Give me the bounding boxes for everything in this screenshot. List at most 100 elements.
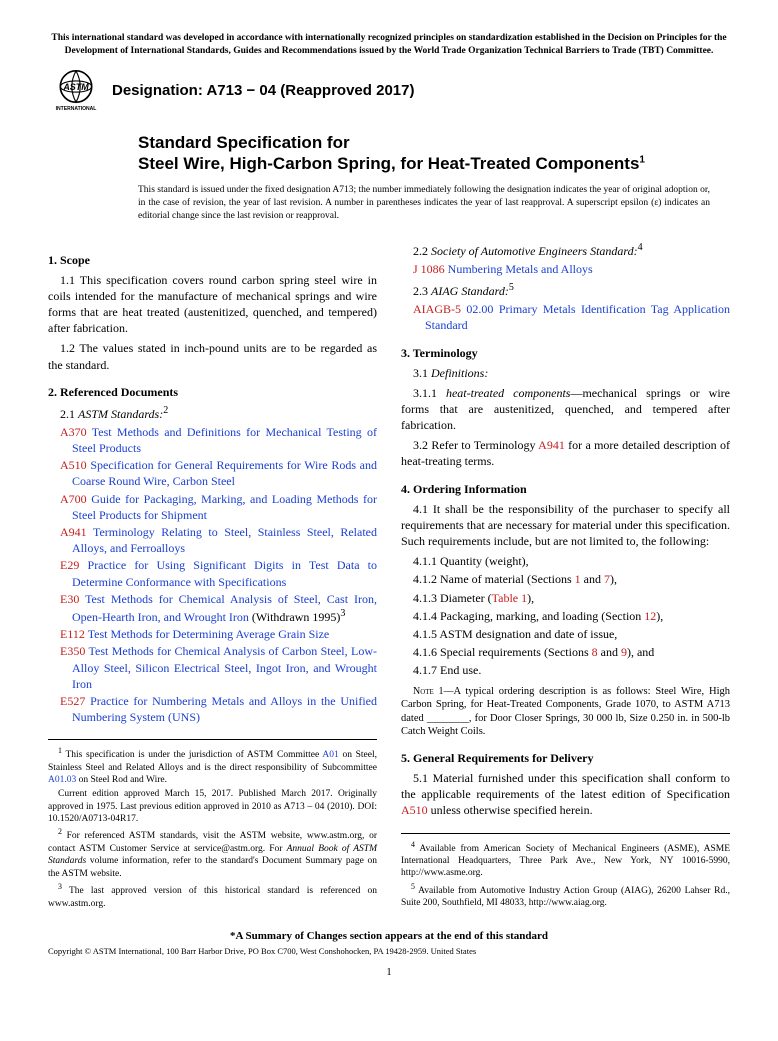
footnote-1-para2: Current edition approved March 15, 2017.… (48, 788, 377, 825)
ref-a941-inline[interactable]: A941 (538, 438, 565, 452)
ref-section-12[interactable]: 12 (644, 609, 656, 623)
astm-ref-item: A700 Guide for Packaging, Marking, and L… (60, 491, 377, 523)
astm-ref-item: A370 Test Methods and Definitions for Me… (60, 424, 377, 456)
label-2-2: 2.2 (413, 244, 431, 258)
section-3-heading: 3. Terminology (401, 346, 730, 361)
astm-ref-item: E350 Test Methods for Chemical Analysis … (60, 643, 377, 692)
copyright-line: Copyright © ASTM International, 100 Barr… (48, 946, 730, 956)
title-footnote-1: 1 (639, 154, 645, 165)
astm-ref-item: E30 Test Methods for Chemical Analysis o… (60, 591, 377, 625)
footnote-5: 5 Available from Automotive Industry Act… (401, 882, 730, 910)
right-column: 2.2 Society of Automotive Engineers Stan… (401, 241, 730, 912)
ref-suffix: (Withdrawn 1995) (249, 610, 341, 624)
para-3-1: 3.1 Definitions: (401, 365, 730, 381)
right-footnotes: 4 Available from American Society of Mec… (401, 833, 730, 910)
section-1-heading: 1. Scope (48, 253, 377, 268)
item-4-1-2: 4.1.2 Name of material (Sections 1 and 7… (413, 571, 730, 587)
ref-code[interactable]: E112 (60, 627, 85, 641)
ref-a510-inline[interactable]: A510 (401, 803, 428, 817)
footnote-ref-5: 5 (509, 282, 514, 293)
tbt-committee-note: This international standard was develope… (48, 32, 730, 58)
astm-ref-item: E527 Practice for Numbering Metals and A… (60, 693, 377, 725)
page-number: 1 (48, 966, 730, 978)
para-2-2: 2.2 Society of Automotive Engineers Stan… (401, 241, 730, 259)
two-column-body: 1. Scope 1.1 This specification covers r… (48, 241, 730, 912)
astm-references-list: A370 Test Methods and Definitions for Me… (48, 424, 377, 725)
ref-code[interactable]: E350 (60, 644, 85, 658)
link-committee-a01[interactable]: A01 (322, 750, 338, 760)
para-1-2: 1.2 The values stated in inch-pound unit… (48, 340, 377, 372)
para-4-1: 4.1 It shall be the responsibility of th… (401, 501, 730, 550)
astm-ref-item: A510 Specification for General Requireme… (60, 457, 377, 489)
ref-code-j1086[interactable]: J 1086 (413, 262, 445, 276)
ref-title[interactable]: Terminology Relating to Steel, Stainless… (72, 525, 377, 555)
section-4-heading: 4. Ordering Information (401, 482, 730, 497)
link-subcommittee-a01-03[interactable]: A01.03 (48, 775, 76, 785)
ref-code[interactable]: E30 (60, 592, 79, 606)
para-2-1: 2.1 ASTM Standards:2 (48, 404, 377, 422)
para-3-2: 3.2 Refer to Terminology A941 for a more… (401, 437, 730, 469)
footnote-3: 3 The last approved version of this hist… (48, 882, 377, 910)
ref-title[interactable]: Specification for General Requirements f… (72, 458, 377, 488)
ref-code[interactable]: E29 (60, 558, 79, 572)
footnote-ref-2: 2 (163, 405, 168, 416)
svg-text:ASTM: ASTM (62, 82, 89, 92)
left-footnotes: 1 This specification is under the jurisd… (48, 739, 377, 910)
item-4-1-4: 4.1.4 Packaging, marking, and loading (S… (413, 608, 730, 624)
item-4-1-3: 4.1.3 Diameter (Table 1), (413, 590, 730, 606)
ref-title-j1086[interactable]: Numbering Metals and Alloys (448, 262, 593, 276)
footnote-1: 1 This specification is under the jurisd… (48, 746, 377, 786)
issuance-note: This standard is issued under the fixed … (138, 184, 710, 222)
astm-logo: ASTM INTERNATIONAL (48, 68, 104, 114)
designation: Designation: A713 − 04 (Reapproved 2017) (112, 82, 414, 99)
label-2-1: 2.1 (60, 407, 78, 421)
ref-title[interactable]: Practice for Numbering Metals and Alloys… (72, 694, 377, 724)
ref-title[interactable]: Test Methods for Determining Average Gra… (88, 627, 330, 641)
title-block: Standard Specification for Steel Wire, H… (138, 132, 710, 223)
astm-ref-item: A941 Terminology Relating to Steel, Stai… (60, 524, 377, 556)
ref-title[interactable]: Test Methods and Definitions for Mechani… (72, 425, 377, 455)
item-4-1-6: 4.1.6 Special requirements (Sections 8 a… (413, 644, 730, 660)
title-line-2: Steel Wire, High-Carbon Spring, for Heat… (138, 154, 639, 173)
ref-title[interactable]: Guide for Packaging, Marking, and Loadin… (72, 492, 377, 522)
ref-code-aiagb5[interactable]: AIAGB-5 (413, 302, 461, 316)
ref-code[interactable]: A510 (60, 458, 87, 472)
astm-standards-label: ASTM Standards: (78, 407, 163, 421)
document-title: Standard Specification for Steel Wire, H… (138, 132, 710, 175)
ref-title-aiagb5[interactable]: 02.00 Primary Metals Identification Tag … (425, 302, 730, 332)
section-5-heading: 5. General Requirements for Delivery (401, 751, 730, 766)
footnote-ref-4: 4 (638, 242, 643, 253)
ref-title[interactable]: Practice for Using Significant Digits in… (72, 558, 377, 588)
ref-footnote-sup: 3 (340, 608, 345, 619)
astm-ref-item: E112 Test Methods for Determining Averag… (60, 626, 377, 642)
para-3-1-1: 3.1.1 heat-treated components—mechanical… (401, 385, 730, 434)
item-4-1-1: 4.1.1 Quantity (weight), (413, 553, 730, 569)
ref-code[interactable]: E527 (60, 694, 85, 708)
header-row: ASTM INTERNATIONAL Designation: A713 − 0… (48, 68, 730, 114)
sae-standard-label: Society of Automotive Engineers Standard… (431, 244, 638, 258)
para-2-3: 2.3 AIAG Standard:5 (401, 281, 730, 299)
aiag-standard-label: AIAG Standard: (431, 284, 509, 298)
title-line-1: Standard Specification for (138, 133, 350, 152)
footnote-4: 4 Available from American Society of Mec… (401, 840, 730, 880)
ref-title[interactable]: Test Methods for Chemical Analysis of Ca… (72, 644, 377, 690)
item-4-1-7: 4.1.7 End use. (413, 662, 730, 678)
term-heat-treated: heat-treated components (446, 386, 571, 400)
ref-table-1[interactable]: Table 1 (492, 591, 527, 605)
ref-code[interactable]: A700 (60, 492, 87, 506)
left-column: 1. Scope 1.1 This specification covers r… (48, 241, 377, 912)
para-5-1: 5.1 Material furnished under this specif… (401, 770, 730, 819)
para-1-1: 1.1 This specification covers round carb… (48, 272, 377, 337)
footnote-2: 2 For referenced ASTM standards, visit t… (48, 827, 377, 880)
aiag-reference: AIAGB-5 02.00 Primary Metals Identificat… (413, 301, 730, 333)
astm-ref-item: E29 Practice for Using Significant Digit… (60, 557, 377, 589)
ref-code[interactable]: A941 (60, 525, 87, 539)
note-1: Note 1—A typical ordering description is… (401, 685, 730, 740)
note-1-label: Note 1— (413, 686, 454, 697)
item-4-1-5: 4.1.5 ASTM designation and date of issue… (413, 626, 730, 642)
document-page: This international standard was develope… (0, 0, 778, 998)
label-2-3: 2.3 (413, 284, 431, 298)
sae-reference: J 1086 Numbering Metals and Alloys (413, 261, 730, 277)
svg-text:INTERNATIONAL: INTERNATIONAL (56, 106, 97, 112)
ref-code[interactable]: A370 (60, 425, 87, 439)
